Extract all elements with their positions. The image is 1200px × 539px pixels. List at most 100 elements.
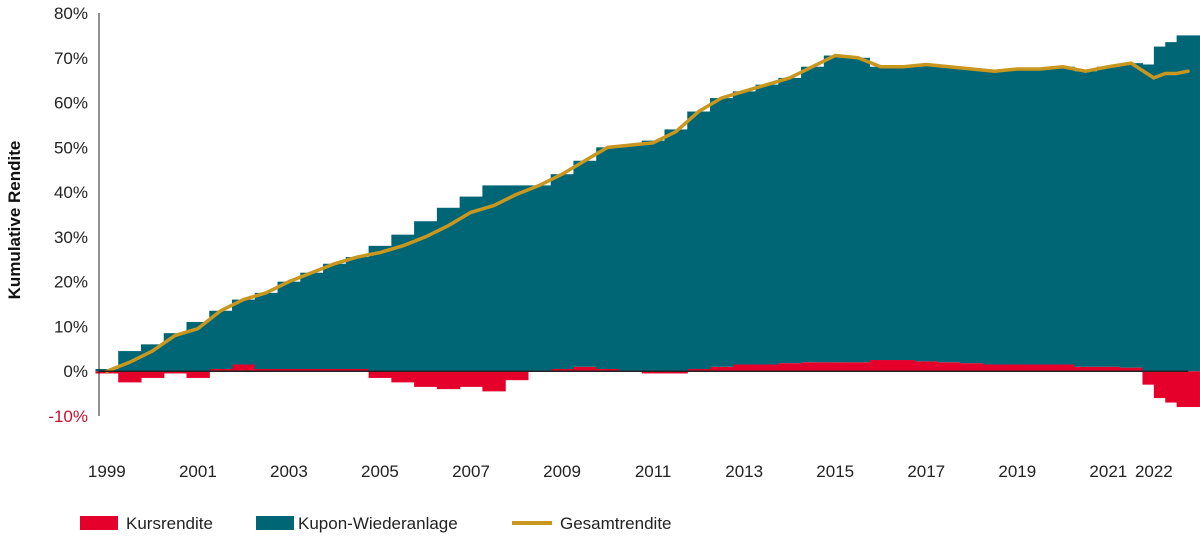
x-tick-labels: 1999 2001 2003 2005 2007 2009 2011 2013 2015 2017… [88,462,1173,481]
kupon-wiederanlage-bar [209,310,233,369]
kursrendite-bar [937,362,961,372]
kupon-wiederanlage-bar [664,129,688,372]
kursrendite-bar [573,366,597,372]
kupon-wiederanlage-bar [573,160,597,367]
x-tick-label: 2005 [361,462,399,481]
kupon-wiederanlage-bar [732,91,757,365]
kursrendite-bar [778,363,802,372]
kupon-wiederanlage-bar [368,245,392,372]
kupon-wiederanlage-bar [1028,68,1053,365]
kupon-wiederanlage-bar [277,281,301,369]
kupon-wiederanlage-bar [618,145,643,372]
legend-swatch [80,516,118,530]
kupon-wiederanlage-bar [459,196,483,372]
kursrendite-bar [186,371,210,378]
kursrendite-bar [368,371,392,378]
x-tick-label: 2007 [452,462,490,481]
kursrendite-bar [118,371,142,383]
kupon-wiederanlage-bar [1051,66,1075,365]
kursrendite-bar [459,371,483,387]
kupon-wiederanlage-bar [300,272,324,369]
kupon-wiederanlage-bar [801,66,825,363]
x-tick-label: 2021 [1089,462,1127,481]
kursrendite-bar [1028,364,1053,372]
kursrendite-bar [323,368,347,372]
axes [98,13,1188,416]
gesamtrendite-line [105,53,1190,373]
kursrendite-bar [823,362,848,372]
kursrendite-bar [277,368,301,372]
x-tick-label: 2017 [907,462,945,481]
kursrendite-bar [914,361,939,372]
kursrendite-bar [1119,367,1144,372]
kupon-wiederanlage-bar [892,66,916,361]
gesamtrendite-line-group [105,53,1190,373]
kupon-wiederanlage-bar [1005,68,1030,365]
kupon-wiederanlage-bar [869,66,893,361]
legend-item-kursrendite: Kursrendite [80,514,213,533]
legend-swatch [256,516,294,530]
kursrendite-bar [596,368,620,372]
x-tick-label: 1999 [88,462,126,481]
kursrendite-bar [710,366,734,372]
kupon-wiederanlage-bar [983,71,1007,365]
kursrendite-bar [140,371,165,378]
kupon-wiederanlage-bar [823,55,848,363]
kursrendite-bar [1176,371,1200,408]
y-tick-labels: 80% 70% 60% 50% 40% 30% 20% 10% 0% -10% [48,4,88,426]
kursrendite-bar [232,364,256,372]
y-tick-label: 30% [54,228,88,247]
kursrendite-bar [1051,364,1075,372]
kupon-wiederanlage-bar [140,344,165,372]
kursrendite-bar [391,371,415,383]
kupon-wiederanlage-bar [323,263,347,369]
kursrendite-bar [254,368,279,372]
kupon-wiederanlage-bar [846,57,870,363]
kursrendite-bar [846,362,870,372]
y-tick-label: 0% [63,362,88,381]
kupon-wiederanlage-bar [391,234,415,372]
kursrendite-bar [163,371,188,374]
legend: Kursrendite Kupon-Wiederanlage Gesamtrendi… [80,514,672,533]
kupon-wiederanlage-bar [778,77,802,364]
kursrendite-bar [960,363,984,372]
kursrendite-bars [95,360,1200,408]
kupon-wiederanlage-bar [232,299,256,365]
legend-label: Kursrendite [126,514,213,533]
kupon-wiederanlage-bar [505,185,529,372]
kupon-wiederanlage-bar [414,221,438,372]
kupon-wiederanlage-bar [436,207,461,372]
kursrendite-bar [482,371,506,392]
kupon-wiederanlage-bar [687,111,711,369]
kupon-wiederanlage-bar [550,174,575,369]
kupon-wiederanlage-bar [1176,35,1200,372]
legend-item-kupon-wiederanlage: Kupon-Wiederanlage [256,514,458,533]
kupon-wiederanlage-bar [1096,66,1121,367]
kursrendite-bar [732,364,757,372]
kursrendite-bar [869,360,893,372]
kupon-wiederanlage-bar [641,140,666,372]
y-tick-label: 80% [54,4,88,23]
kursrendite-bar [641,371,666,374]
x-tick-label: 2009 [543,462,581,481]
y-tick-label: 10% [54,317,88,336]
kursrendite-bar [300,368,324,372]
kupon-wiederanlage-bar [1119,63,1144,368]
kursrendite-bar [1096,366,1121,372]
y-tick-label: 60% [54,94,88,113]
kursrendite-bar [345,368,370,372]
kupon-wiederanlage-bar [527,185,552,372]
x-tick-label: 2022 [1135,462,1173,481]
kursrendite-bar [801,362,825,372]
kupon-wiederanlage-bar [914,64,939,362]
kursrendite-bar [892,360,916,372]
legend-label: Gesamtrendite [560,514,672,533]
kupon-wiederanlage-bar [254,292,279,369]
legend-label: Kupon-Wiederanlage [298,514,458,533]
x-tick-label: 2011 [635,462,672,481]
y-tick-label: -10% [48,407,88,426]
kursrendite-bar [1005,364,1030,372]
kursrendite-bar [664,371,688,374]
kupon-wiederanlage-bar [1074,71,1098,367]
